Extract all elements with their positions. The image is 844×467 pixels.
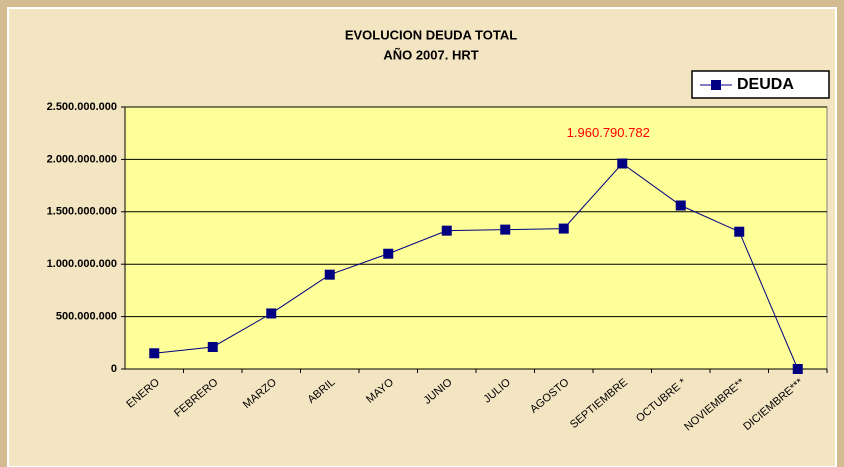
- data-point: [324, 269, 335, 280]
- data-point: [617, 158, 628, 169]
- y-tick-label: 1.500.000.000: [47, 206, 117, 218]
- data-point: [266, 308, 277, 319]
- legend-label: DEUDA: [737, 76, 794, 93]
- data-label: 1.960.790.782: [567, 125, 650, 140]
- data-point: [207, 341, 218, 352]
- y-tick-label: 2.000.000.000: [47, 153, 117, 165]
- y-tick-label: 1.000.000.000: [47, 258, 117, 270]
- data-point: [792, 364, 803, 374]
- data-point: [734, 226, 745, 237]
- data-point: [441, 225, 452, 236]
- legend-marker: [711, 80, 721, 90]
- data-point: [558, 223, 569, 234]
- y-tick-label: 0: [111, 363, 117, 375]
- series-line: [154, 162, 799, 370]
- y-tick-label: 2.500.000.000: [47, 101, 117, 113]
- chart-title: EVOLUCION DEUDA TOTAL: [345, 27, 517, 42]
- plot-area: [124, 106, 828, 370]
- chart-title: AÑO 2007. HRT: [383, 47, 478, 62]
- data-point: [675, 200, 686, 211]
- data-point: [383, 248, 394, 259]
- y-tick-label: 500.000.000: [56, 311, 117, 323]
- data-point: [500, 224, 511, 235]
- data-point: [149, 348, 160, 359]
